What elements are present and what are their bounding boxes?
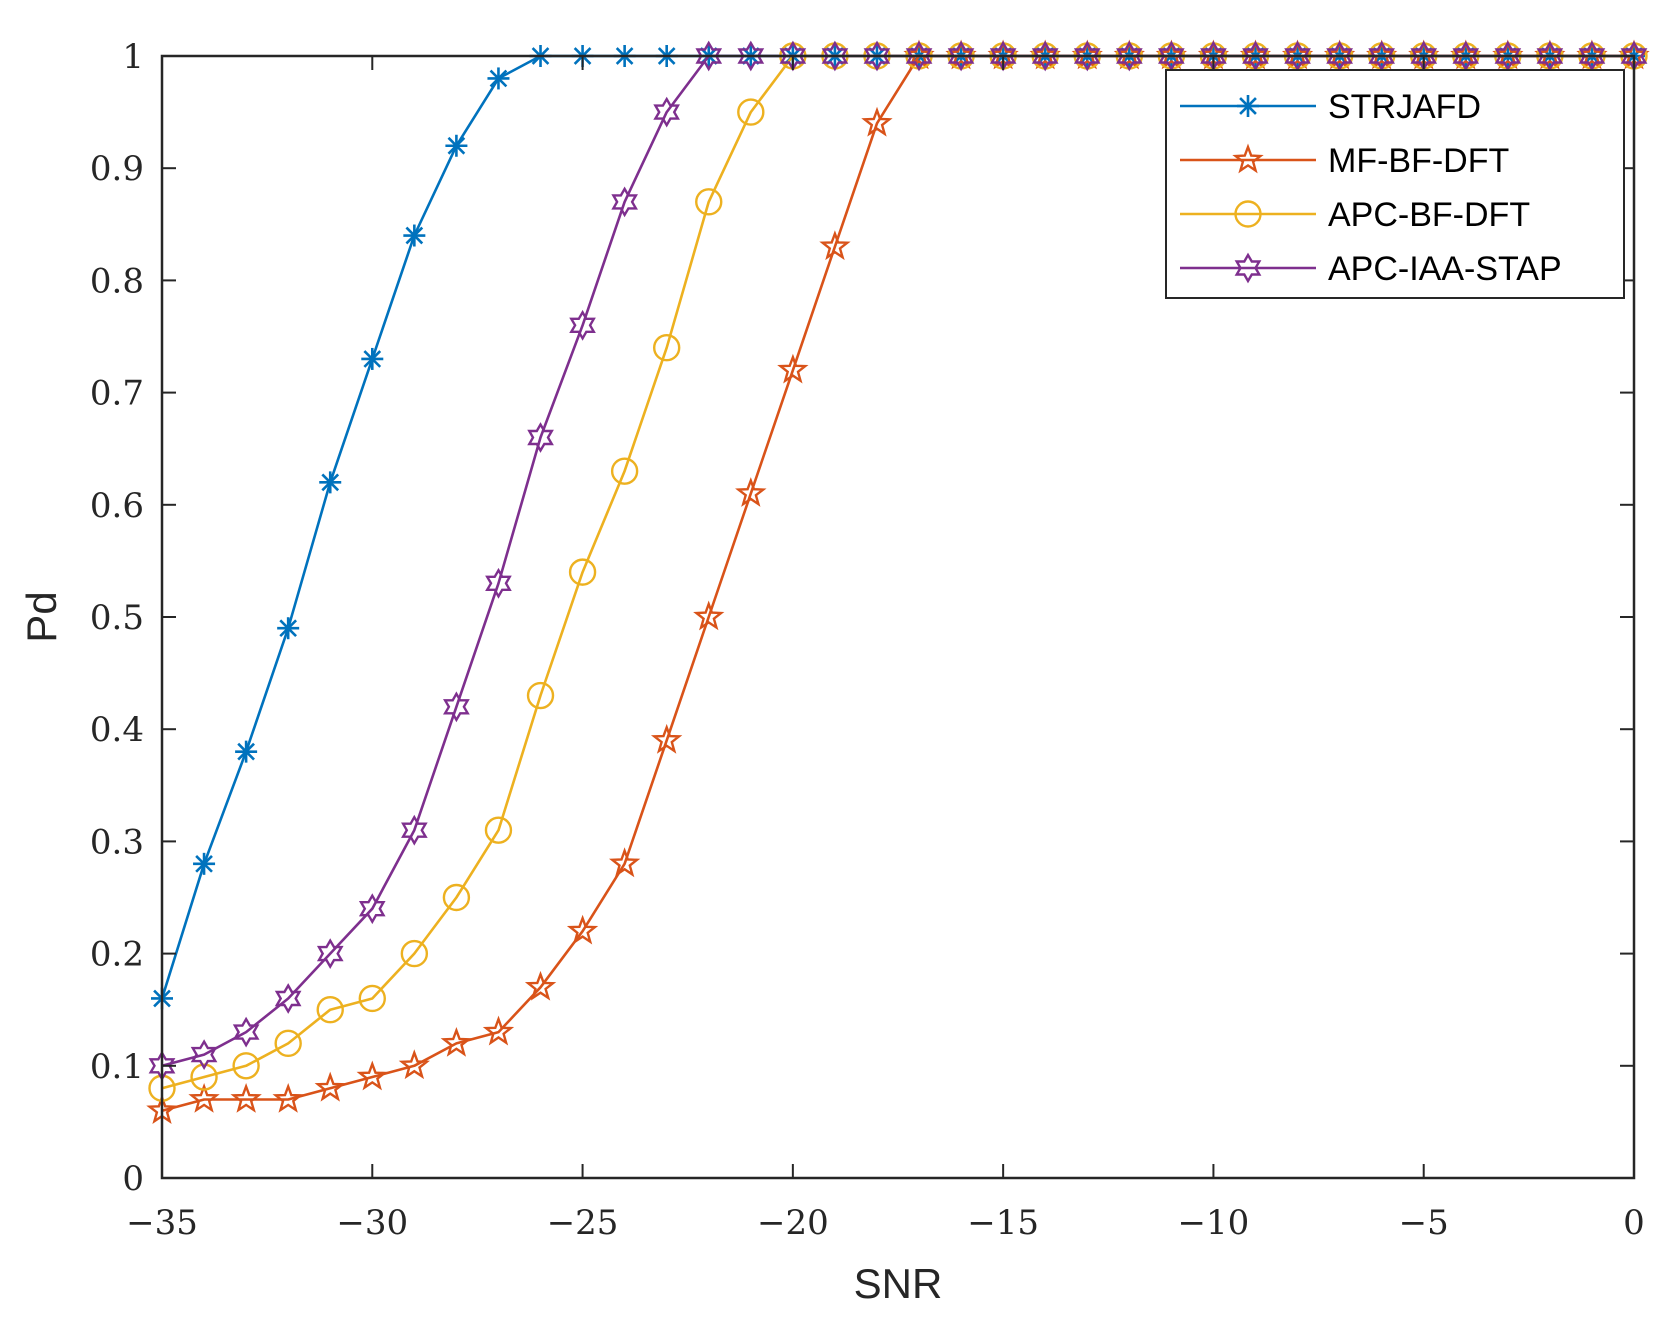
data-point bbox=[319, 471, 342, 494]
data-point bbox=[443, 691, 470, 723]
y-tick-label: 0.9 bbox=[90, 149, 144, 189]
x-tick-label: −15 bbox=[967, 1203, 1039, 1243]
data-point bbox=[610, 457, 639, 485]
data-point bbox=[777, 353, 809, 384]
legend-entries: STRJAFD MF-BF-DFT APC-BF-DFT APC-IAA-STAP bbox=[1180, 88, 1562, 288]
data-point bbox=[527, 422, 554, 453]
data-point bbox=[277, 617, 300, 640]
data-point bbox=[695, 40, 723, 72]
data-point bbox=[445, 134, 468, 157]
legend-entry-apc-bf-dft: APC-BF-DFT bbox=[1180, 196, 1530, 234]
y-tick-label: 0.8 bbox=[90, 261, 144, 301]
data-point bbox=[272, 1083, 304, 1113]
x-tick-label: −10 bbox=[1178, 1203, 1250, 1243]
data-point bbox=[358, 893, 386, 925]
data-point bbox=[314, 1071, 346, 1102]
data-point bbox=[1031, 40, 1059, 72]
legend-label: STRJAFD bbox=[1328, 88, 1481, 126]
data-point bbox=[566, 914, 599, 945]
data-point bbox=[232, 1016, 260, 1048]
legend-label: MF-BF-DFT bbox=[1328, 142, 1509, 180]
x-tick-label: −30 bbox=[336, 1203, 408, 1243]
data-point bbox=[1116, 40, 1143, 72]
legend-label: APC-BF-DFT bbox=[1328, 196, 1530, 234]
y-tick-label: 0.2 bbox=[90, 935, 144, 975]
legend-entry-strjafd: STRJAFD bbox=[1180, 88, 1481, 126]
y-tick-label: 0.1 bbox=[90, 1047, 144, 1087]
legend-marker bbox=[1234, 252, 1262, 284]
data-point bbox=[650, 723, 683, 754]
y-tick-label: 1 bbox=[122, 37, 144, 77]
legend-entry-apc-iaa-stap: APC-IAA-STAP bbox=[1180, 250, 1562, 288]
data-point bbox=[361, 347, 384, 370]
x-tick-label: −20 bbox=[757, 1203, 829, 1243]
data-point bbox=[316, 996, 344, 1024]
data-point bbox=[400, 939, 429, 968]
x-tick-label: −5 bbox=[1399, 1203, 1449, 1243]
ticks-layer: −35 −30 −25 −20 −15 −10 −5 0 0 0.1 0.2 0.3 0.4 0.5 0.6… bbox=[90, 37, 1645, 1243]
data-point bbox=[487, 67, 510, 90]
data-point bbox=[230, 1083, 262, 1113]
data-point bbox=[442, 883, 471, 912]
data-point bbox=[190, 1039, 218, 1071]
legend-marker bbox=[1237, 95, 1259, 117]
data-point bbox=[235, 740, 258, 763]
y-axis-title: Pd bbox=[18, 591, 65, 642]
data-point bbox=[947, 40, 975, 72]
legend-label: APC-IAA-STAP bbox=[1328, 250, 1562, 288]
data-point bbox=[819, 230, 851, 261]
y-tick-label: 0.5 bbox=[90, 598, 144, 638]
legend-box bbox=[1165, 69, 1625, 299]
legend-marker bbox=[1232, 143, 1264, 174]
legend-entry-mf-bf-dft: MF-BF-DFT bbox=[1180, 142, 1509, 180]
data-point bbox=[401, 814, 428, 846]
y-tick-label: 0 bbox=[122, 1159, 144, 1199]
data-point bbox=[316, 938, 344, 970]
data-point bbox=[693, 600, 725, 631]
data-point bbox=[568, 558, 597, 586]
data-point bbox=[190, 1063, 218, 1091]
x-tick-label: −35 bbox=[126, 1203, 198, 1243]
legend-marker bbox=[1234, 200, 1262, 228]
data-point bbox=[608, 847, 641, 878]
data-point bbox=[403, 224, 426, 247]
legend: STRJAFD MF-BF-DFT APC-BF-DFT APC-IAA-STAP bbox=[1165, 69, 1625, 299]
x-axis-title: SNR bbox=[854, 1260, 943, 1307]
data-point bbox=[737, 98, 765, 126]
data-point bbox=[861, 106, 893, 137]
data-point bbox=[526, 681, 555, 710]
data-point bbox=[821, 40, 849, 72]
data-point bbox=[398, 1049, 430, 1080]
data-point bbox=[484, 816, 513, 844]
y-tick-label: 0.6 bbox=[90, 486, 144, 526]
y-tick-label: 0.3 bbox=[90, 822, 144, 862]
data-point bbox=[652, 334, 681, 362]
data-point bbox=[232, 1052, 260, 1080]
data-point bbox=[485, 567, 512, 599]
data-point bbox=[440, 1026, 473, 1057]
data-point bbox=[524, 970, 557, 1001]
data-point bbox=[737, 40, 765, 72]
data-point bbox=[695, 188, 723, 216]
data-point bbox=[611, 186, 638, 218]
y-tick-label: 0.7 bbox=[90, 374, 144, 414]
data-point bbox=[1073, 40, 1101, 72]
data-point bbox=[193, 852, 216, 875]
data-point bbox=[482, 1015, 515, 1046]
data-point bbox=[358, 984, 386, 1013]
data-point bbox=[569, 309, 596, 341]
data-point bbox=[653, 96, 680, 128]
data-point bbox=[274, 983, 302, 1014]
data-point bbox=[863, 40, 891, 72]
data-point bbox=[188, 1083, 220, 1113]
x-tick-label: −25 bbox=[547, 1203, 619, 1243]
data-point bbox=[356, 1060, 388, 1091]
data-point bbox=[905, 40, 933, 72]
data-point bbox=[274, 1029, 302, 1058]
data-point bbox=[735, 477, 767, 507]
y-tick-label: 0.4 bbox=[90, 710, 144, 750]
x-tick-label: 0 bbox=[1623, 1203, 1645, 1243]
